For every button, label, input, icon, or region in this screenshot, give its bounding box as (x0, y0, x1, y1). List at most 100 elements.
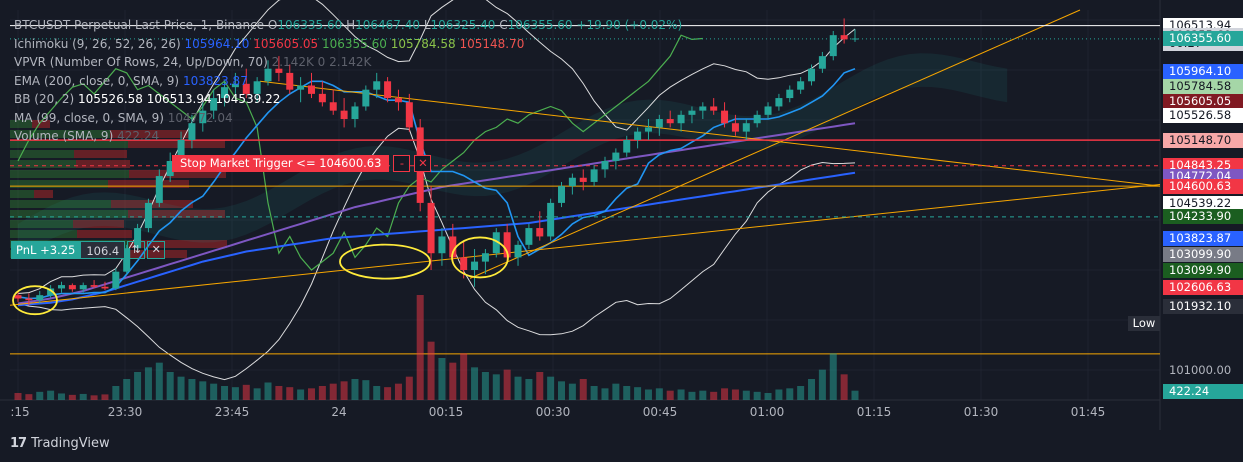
vpvr-v2: 0 (317, 55, 326, 69)
volume-bar (79, 393, 87, 400)
low-tag: Low (1128, 316, 1160, 331)
ohlc-open: 106335.60 (277, 18, 343, 32)
price-axis-label: 104539.22 (1163, 196, 1243, 212)
vpvr-up-bar (10, 210, 128, 218)
volume-bar (503, 369, 511, 400)
legend-bb-row[interactable]: BB (20, 2) 105526.58 106513.94 104539.22 (14, 90, 682, 109)
legend-ichimoku-row[interactable]: Ichimoku (9, 26, 52, 26, 26) 105964.10 1… (14, 35, 682, 54)
annotation-circle (12, 285, 58, 316)
legend-ma-row[interactable]: MA (99, close, 0, SMA, 9) 104772.04 (14, 109, 682, 128)
candle-body (155, 176, 163, 203)
candle-body (25, 298, 33, 301)
price-axis-label: 103099.90 (1163, 263, 1243, 279)
volume-bar (840, 374, 848, 400)
ichimoku-lagging-line (17, 34, 703, 271)
volume-bar (253, 388, 261, 400)
volume-bar (166, 372, 174, 400)
position-qty[interactable]: 106.4 (80, 241, 126, 259)
volume-bar (199, 381, 207, 400)
price-change: +19.90 (+0.02%) (576, 18, 683, 32)
volume-bar (134, 372, 142, 400)
volume-bar (786, 388, 794, 400)
ma-name[interactable]: MA (99, close, 0, SMA, 9) (14, 110, 164, 125)
candle-body (373, 81, 381, 90)
candle-body (438, 236, 446, 254)
tradingview-logo[interactable]: 17 TradingView (10, 436, 110, 451)
candle-body (253, 81, 261, 94)
bb-v1: 105526.58 (78, 92, 143, 106)
volume-bar (47, 390, 55, 400)
volume-bar (688, 391, 696, 400)
volume-bar (112, 386, 120, 400)
volume-bar (601, 388, 609, 400)
candle-body (644, 127, 652, 132)
volume-bar (471, 367, 479, 400)
price-axis-label: 105605.05 (1163, 94, 1243, 110)
candle-body (840, 35, 848, 40)
legend-ema-row[interactable]: EMA (200, close, 0, SMA, 9) 103823.87 (14, 72, 682, 91)
volume-bar (851, 390, 859, 400)
symbol-title[interactable]: BTCUSDT Perpetual Last Price, 1, Binance (14, 18, 265, 32)
candle-body (47, 288, 55, 296)
candle-body (90, 285, 98, 287)
ichimoku-name[interactable]: Ichimoku (9, 26, 52, 26, 26) (14, 36, 181, 51)
candle-body (601, 160, 609, 170)
candle-body (405, 102, 413, 128)
price-axis-label: 105784.58 (1163, 79, 1243, 95)
volume-bar (101, 394, 109, 400)
volume-bar (677, 389, 685, 400)
volume-bar (394, 383, 402, 400)
volume-bar (699, 390, 707, 400)
candle-body (710, 106, 718, 111)
bb-name[interactable]: BB (20, 2) (14, 92, 75, 106)
order-minus-button[interactable]: - (393, 155, 411, 172)
volume-bar (36, 391, 44, 400)
legend-volume-row[interactable]: Volume (SMA, 9) 422.24 (14, 127, 682, 146)
vpvr-up-bar (10, 130, 110, 138)
stop-order-line[interactable]: Stop Market Trigger <= 104600.63 - ✕ (172, 155, 432, 172)
price-axis-label: 106355.60 (1163, 31, 1243, 47)
vpvr-up-bar (10, 190, 34, 198)
candle-body (79, 285, 87, 290)
candle-body (721, 110, 729, 124)
candle-body (460, 257, 468, 270)
volume-bar (721, 388, 729, 400)
reverse-position-button[interactable]: ⇅ (127, 241, 146, 259)
volume-bar (829, 353, 837, 400)
vpvr-down-bar (129, 170, 226, 178)
price-axis-label: 105148.70 (1163, 132, 1243, 148)
stop-order-label[interactable]: Stop Market Trigger <= 104600.63 (172, 155, 390, 172)
volume-bar (666, 390, 674, 400)
legend-vpvr-row[interactable]: VPVR (Number Of Rows, 24, Up/Down, 70) 2… (14, 53, 682, 72)
volume-bar (590, 386, 598, 400)
time-axis-label: 24 (331, 405, 347, 419)
volume-bar (242, 384, 250, 400)
ma99-line (17, 122, 856, 305)
volume-name[interactable]: Volume (SMA, 9) (14, 129, 114, 143)
close-position-button[interactable]: ✕ (147, 241, 166, 259)
vpvr-down-bar (128, 210, 225, 218)
ema-name[interactable]: EMA (200, close, 0, SMA, 9) (14, 73, 180, 88)
volume-bar (57, 393, 65, 400)
volume-bar (297, 389, 305, 400)
price-axis-label: 104233.90 (1163, 209, 1243, 225)
candle-body (199, 110, 207, 124)
order-close-button[interactable]: ✕ (414, 155, 432, 172)
candle-body (753, 114, 761, 124)
volume-bar (644, 389, 652, 400)
candle-body (340, 110, 348, 120)
time-axis-label: 00:45 (642, 405, 678, 419)
candle-body (318, 93, 326, 103)
vpvr-name[interactable]: VPVR (Number Of Rows, 24, Up/Down, 70) (14, 55, 268, 69)
time-axis-label: 01:15 (856, 405, 892, 419)
volume-bar (362, 380, 370, 400)
volume-bar (318, 386, 326, 400)
pnl-label[interactable]: PnL +3.25 (11, 241, 81, 259)
candle-body (242, 83, 250, 94)
position-line[interactable]: PnL +3.25 106.4 ⇅ ✕ (11, 241, 166, 259)
candle-body (655, 119, 663, 128)
candle-body (210, 98, 218, 111)
price-axis-label: 105526.58 (1163, 108, 1243, 124)
volume-bar (25, 394, 33, 400)
